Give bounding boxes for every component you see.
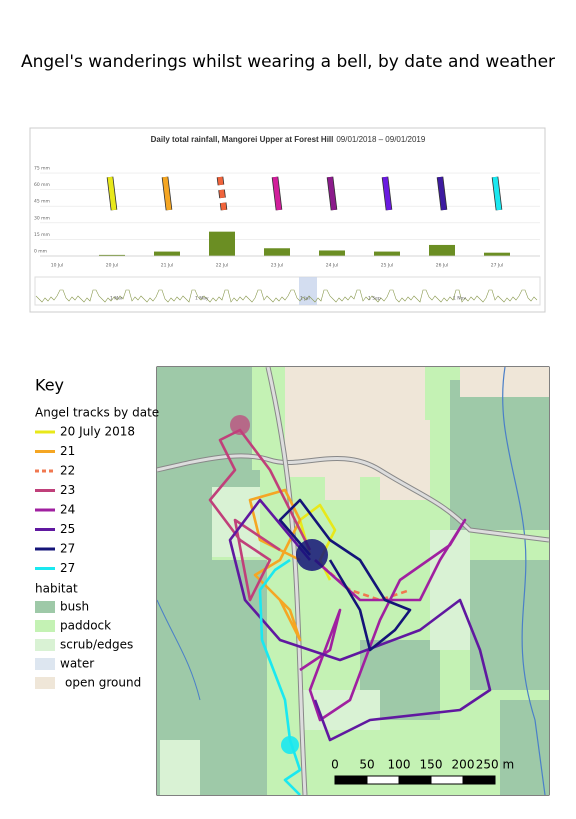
y-tick-label: 15 mm [34, 232, 50, 238]
track [258, 558, 302, 795]
date-marker [382, 176, 392, 211]
legend-swatch [35, 601, 55, 613]
scale-label: 250 m [476, 758, 514, 772]
date-marker [217, 176, 227, 211]
navigator-label: 1 May [195, 296, 209, 302]
x-tick-label: 20 Jul [106, 263, 119, 269]
scale-segment [334, 775, 368, 785]
scale-label: 100 [388, 758, 411, 772]
legend-label: 27 [60, 561, 75, 575]
legend-label: 24 [60, 503, 75, 517]
legend-swatch [35, 639, 55, 651]
bar [484, 252, 510, 256]
scale-segment [430, 775, 464, 785]
scale-label: 150 [420, 758, 443, 772]
tracks-title: Angel tracks by date [35, 406, 159, 420]
legend-label: 23 [60, 483, 75, 497]
legend-swatch [35, 658, 55, 670]
habitat-patch [450, 380, 549, 530]
y-tick-label: 30 mm [34, 215, 50, 221]
track [208, 428, 312, 602]
scale-label: 0 [331, 758, 339, 772]
bar [209, 231, 235, 256]
y-tick-label: 45 mm [34, 199, 50, 205]
chart-title: Daily total rainfall, Mangorei Upper at … [151, 135, 334, 144]
x-tick-label: 25 Jul [381, 263, 394, 269]
habitat-patch [160, 740, 200, 795]
date-marker [437, 176, 447, 211]
navigator-label: 1 Nov [453, 296, 466, 302]
legend-label: bush [60, 600, 89, 614]
page-title: Angel's wanderings whilst wearing a bell… [21, 52, 555, 72]
x-tick-label: 10 Jul [51, 263, 64, 269]
y-tick-label: 75 mm [34, 166, 50, 172]
bar [319, 250, 345, 256]
chart-subtitle: 09/01/2018 – 09/01/2019 [336, 135, 426, 144]
river [502, 367, 546, 795]
x-tick-label: 27 Jul [491, 263, 504, 269]
track [278, 498, 412, 652]
legend-label: open ground [65, 676, 141, 690]
navigator-label: 1 Mar [110, 296, 123, 302]
scale-segment [462, 775, 496, 785]
legend-label: 27 [60, 542, 75, 556]
activity-cluster [281, 736, 299, 754]
track [299, 518, 467, 722]
bar [154, 251, 180, 256]
date-marker [492, 176, 502, 211]
navigator-label: 1 Sep [368, 296, 381, 302]
date-marker [162, 176, 172, 211]
scale-label: 200 [452, 758, 475, 772]
bar [99, 254, 125, 256]
navigator-line [35, 289, 538, 303]
legend-label: water [60, 657, 94, 671]
chart-title-line: Daily total rainfall, Mangorei Upper at … [151, 135, 426, 144]
x-tick-label: 23 Jul [271, 263, 284, 269]
activity-cluster [296, 539, 328, 571]
legend-label: 21 [60, 444, 75, 458]
navigator-label: 1 Jul [300, 296, 310, 302]
x-tick-label: 24 Jul [326, 263, 339, 269]
habitat-patch [430, 530, 470, 650]
track [228, 498, 492, 742]
legend-swatch [35, 677, 55, 689]
bar [429, 244, 455, 256]
x-tick-label: 21 Jul [161, 263, 174, 269]
scale-segment [366, 775, 400, 785]
bar [374, 251, 400, 256]
date-marker [107, 176, 117, 211]
scale-label: 50 [359, 758, 374, 772]
habitat-patch [470, 560, 549, 690]
legend-label: paddock [60, 619, 111, 633]
habitat-patch [380, 420, 430, 500]
bar [264, 248, 290, 256]
legend-label: scrub/edges [60, 638, 133, 652]
navigator-window [299, 277, 317, 305]
key-title: Key [35, 376, 64, 395]
legend-label: 25 [60, 522, 75, 536]
legend-swatch [35, 620, 55, 632]
legend-label: 20 July 2018 [60, 425, 135, 439]
habitat-patch [325, 470, 360, 500]
date-marker [272, 176, 282, 211]
river [157, 599, 201, 701]
scale-segment [398, 775, 432, 785]
date-marker [327, 176, 337, 211]
road [157, 454, 549, 542]
road [266, 367, 307, 795]
activity-cluster [230, 415, 250, 435]
track [248, 488, 302, 642]
y-tick-label: 60 mm [34, 182, 50, 188]
habitat-patch [500, 700, 549, 795]
x-tick-label: 26 Jul [436, 263, 449, 269]
map-body [157, 367, 549, 795]
legend-label: 22 [60, 464, 75, 478]
habitat-title: habitat [35, 582, 78, 596]
y-tick-label: 0 mm [34, 249, 47, 255]
x-tick-label: 22 Jul [216, 263, 229, 269]
